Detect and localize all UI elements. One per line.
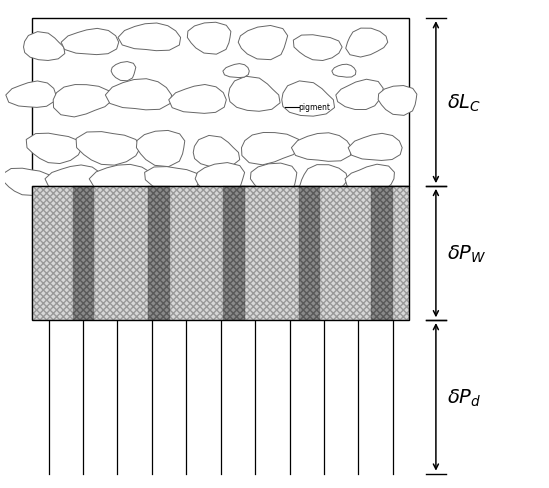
Bar [32,186,409,321]
Text: pigment: pigment [299,103,330,112]
Polygon shape [3,169,52,196]
Polygon shape [76,132,141,166]
Polygon shape [187,23,231,55]
Polygon shape [169,85,226,114]
Polygon shape [136,131,185,167]
Polygon shape [346,29,388,58]
Bar [223,186,245,321]
Polygon shape [292,134,351,162]
Bar [32,186,409,321]
Polygon shape [242,133,301,165]
Polygon shape [348,134,402,161]
Polygon shape [332,65,356,78]
Polygon shape [6,82,56,108]
Bar [148,186,170,321]
Polygon shape [193,136,240,168]
Bar [32,186,409,321]
Polygon shape [61,29,119,56]
Polygon shape [24,33,65,61]
Polygon shape [282,81,334,117]
Text: $\delta L_C$: $\delta L_C$ [447,92,481,114]
Polygon shape [300,165,348,196]
Polygon shape [118,24,181,52]
Polygon shape [26,134,82,164]
Polygon shape [144,167,200,195]
Polygon shape [53,85,113,118]
Polygon shape [228,77,280,112]
Polygon shape [45,165,103,192]
Bar [371,186,393,321]
Text: $\delta P_d$: $\delta P_d$ [447,386,481,407]
Bar [32,19,409,186]
Polygon shape [195,163,245,196]
Text: $\delta P_W$: $\delta P_W$ [447,243,486,264]
Bar [299,186,320,321]
Polygon shape [238,26,288,61]
Bar [371,186,393,321]
Bar [299,186,320,321]
Polygon shape [345,165,394,192]
Bar [148,186,170,321]
Polygon shape [250,164,297,197]
Bar [72,186,94,321]
Polygon shape [223,64,249,79]
Polygon shape [293,36,342,61]
Polygon shape [105,80,171,111]
Bar [72,186,94,321]
Polygon shape [378,86,417,116]
Polygon shape [111,62,136,81]
Bar [223,186,245,321]
Polygon shape [336,80,383,110]
Polygon shape [89,165,155,193]
